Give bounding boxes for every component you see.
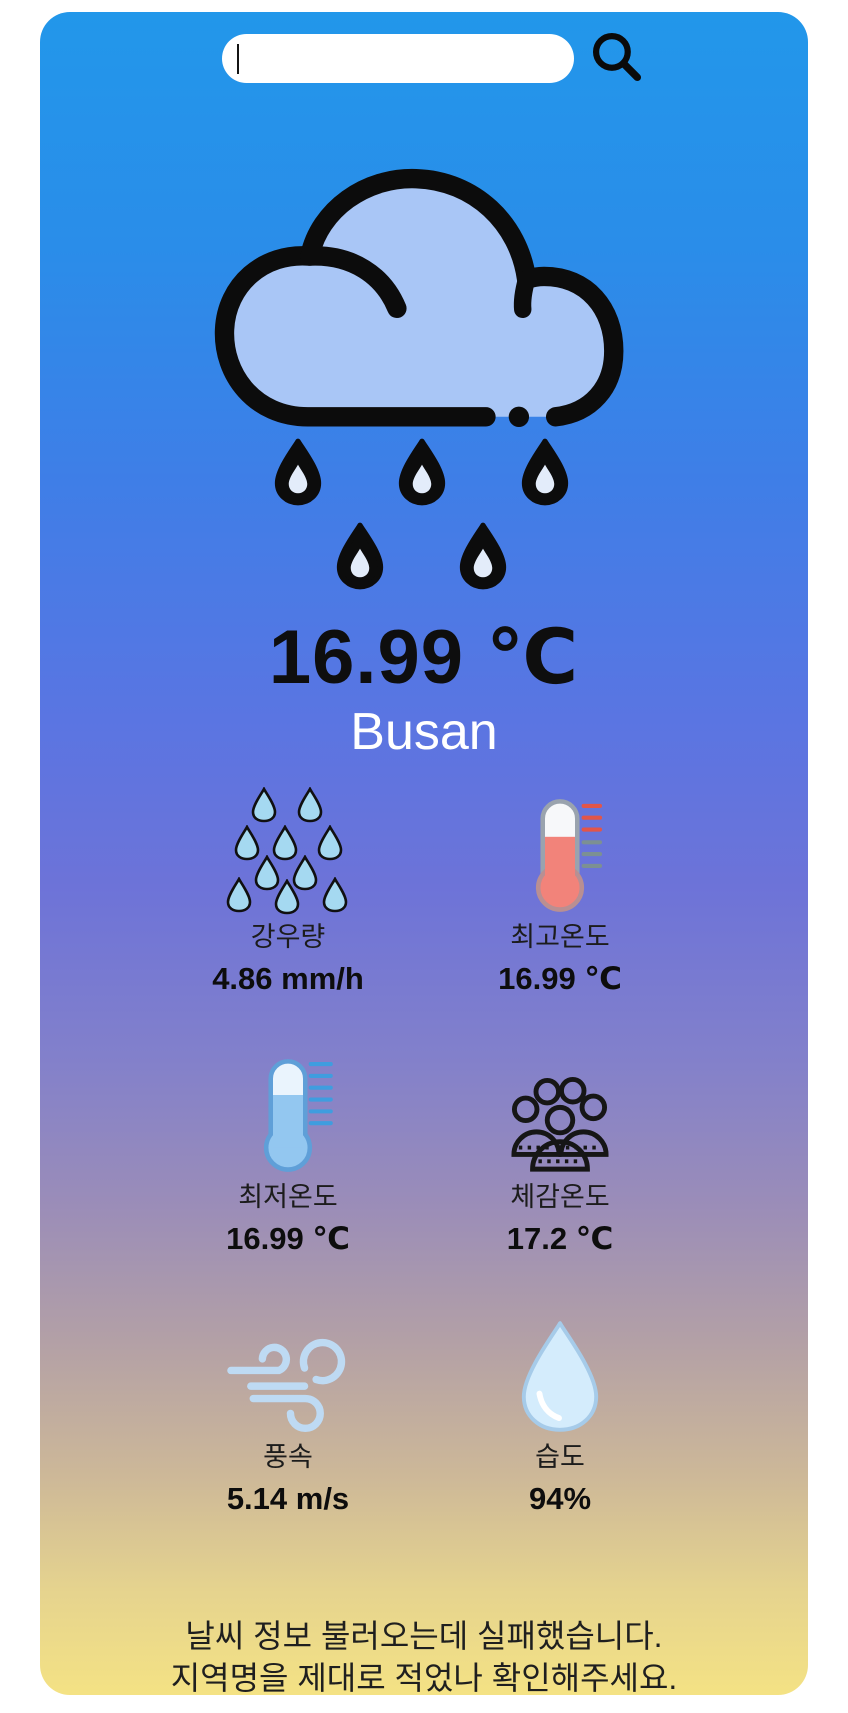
raindrop-icon <box>521 438 569 506</box>
stat-rainfall: 강우량 4.86 mm/h <box>212 787 364 999</box>
search-bar[interactable] <box>222 34 574 83</box>
raindrops-icon <box>226 787 350 915</box>
search-input[interactable] <box>242 34 557 83</box>
text-cursor <box>237 44 239 74</box>
raindrop-icon <box>398 438 446 506</box>
stat-value: 5.14 m/s <box>226 1481 350 1517</box>
stat-min-temp: 최저온도 16.99 ℃ <box>226 1051 350 1259</box>
magnifier-icon <box>591 32 643 86</box>
stat-wind: 풍속 5.14 m/s <box>226 1311 350 1519</box>
stat-label: 풍속 <box>263 1442 313 1473</box>
raindrop-icon <box>459 522 507 590</box>
current-temperature: 16.99 ℃ <box>268 615 580 700</box>
stat-label: 습도 <box>535 1442 585 1473</box>
stat-value: 4.86 mm/h <box>212 960 364 996</box>
thermometer-cold-icon <box>238 1051 338 1175</box>
stat-humidity: 습도 94% <box>516 1311 604 1519</box>
stat-max-temp: 최고온도 16.99 ℃ <box>498 791 622 999</box>
raindrop-icon <box>274 438 322 506</box>
stats-grid: 강우량 4.86 mm/h 최고온도 16.99 ℃ <box>40 787 808 1519</box>
raindrop-icon <box>336 522 384 590</box>
city-name: Busan <box>350 703 498 762</box>
stat-feels-like: 체감온도 17.2 ℃ <box>501 1051 619 1259</box>
stat-value: 16.99 ℃ <box>226 1220 350 1256</box>
rain-cloud-icon <box>211 163 637 446</box>
weather-card: 16.99 ℃ Busan 강우량 4.86 mm/h <box>40 12 808 1695</box>
people-crowd-icon <box>501 1051 619 1175</box>
stat-label: 강우량 <box>250 922 326 953</box>
error-message: 날씨 정보 불러오는데 실패했습니다. 지역명을 제대로 적었나 확인해주세요. <box>171 1615 678 1695</box>
stat-value: 94% <box>528 1481 592 1517</box>
error-line-2: 지역명을 제대로 적었나 확인해주세요. <box>170 1660 678 1695</box>
search-button[interactable] <box>591 31 643 83</box>
water-drop-icon <box>516 1311 604 1435</box>
falling-raindrops <box>204 438 644 598</box>
wind-icon <box>226 1311 350 1435</box>
stat-value: 17.2 ℃ <box>506 1220 614 1256</box>
stat-label: 최저온도 <box>238 1182 338 1213</box>
stat-label: 최고온도 <box>510 922 610 953</box>
stat-value: 16.99 ℃ <box>498 960 622 996</box>
error-line-1: 날씨 정보 불러오는데 실패했습니다. <box>185 1618 663 1655</box>
stat-label: 체감온도 <box>510 1182 610 1213</box>
thermometer-hot-icon <box>510 791 610 915</box>
search-row <box>40 31 808 84</box>
